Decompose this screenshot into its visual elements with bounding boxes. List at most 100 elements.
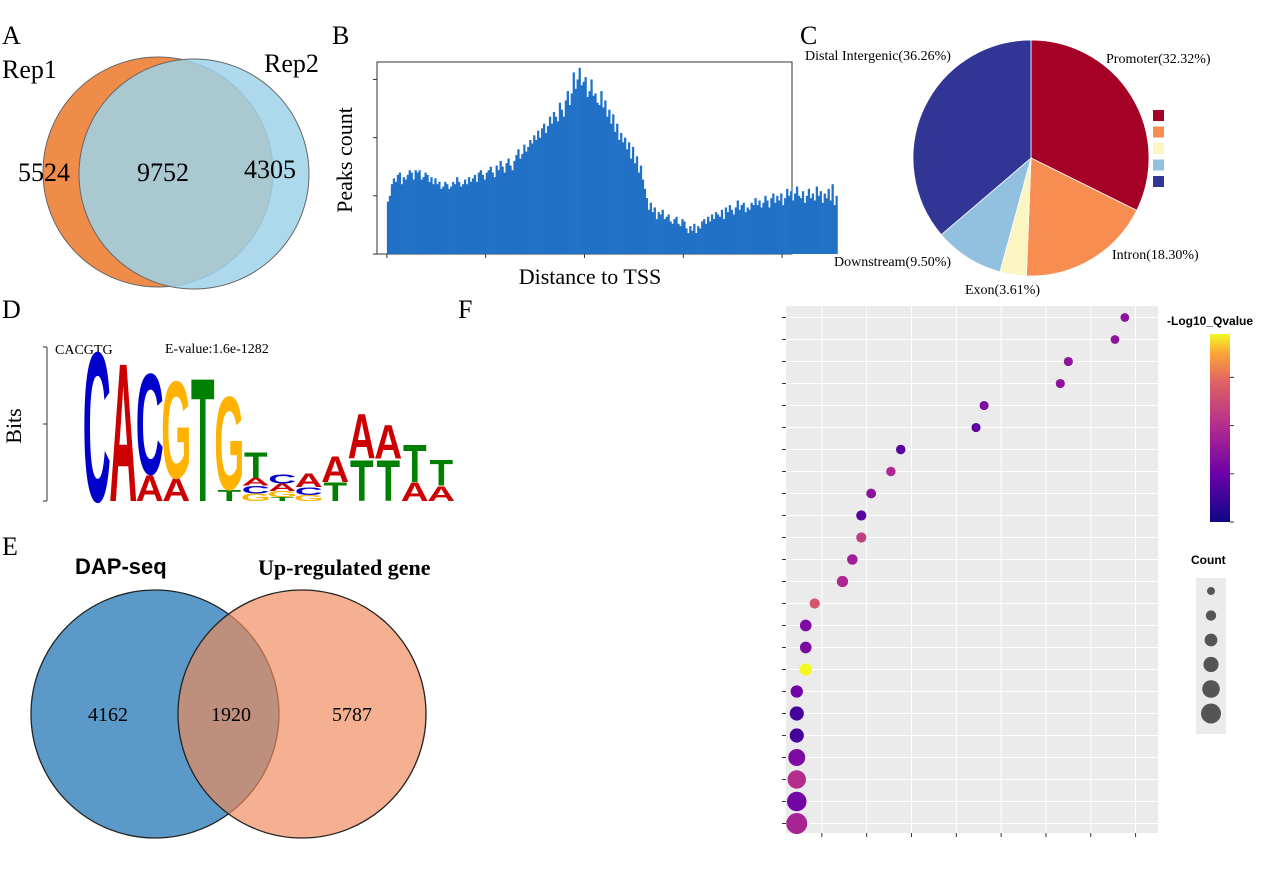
histogram-b-bar xyxy=(728,205,732,254)
histogram-b-bar xyxy=(493,177,496,254)
histogram-b-bar xyxy=(420,179,423,254)
venn-a-left-set-label: Rep1 xyxy=(2,55,57,84)
histogram-b-bar xyxy=(497,170,500,254)
dotplot-f-size-legend-dot xyxy=(1205,610,1217,621)
logo-d-letter-T: T xyxy=(350,448,374,514)
histogram-b-bar xyxy=(418,170,421,254)
logo-d-letter-C: C xyxy=(136,344,164,505)
histogram-b-bar xyxy=(432,184,435,254)
histogram-b-bar xyxy=(825,198,828,254)
histogram-b-bar xyxy=(546,126,550,254)
histogram-b-bar xyxy=(691,230,694,254)
dotplot-f-size-legend-dot xyxy=(1207,587,1215,595)
histogram-b: Distance to TSS Peaks count xyxy=(332,61,838,289)
histogram-b-bar xyxy=(428,181,431,254)
histogram-b-bar xyxy=(584,77,587,254)
histogram-b-bar xyxy=(740,205,743,254)
histogram-b-bar xyxy=(703,219,706,254)
venn-a-both-value: 9752 xyxy=(137,158,189,187)
histogram-b-bar xyxy=(784,198,787,254)
histogram-b-bar xyxy=(643,188,647,254)
venn-e-right-set-label: Up-regulated gene xyxy=(258,555,431,580)
pie-c-label-downstream: Downstream(9.50%) xyxy=(834,255,951,270)
histogram-b-bar xyxy=(651,212,654,254)
histogram-b-bar xyxy=(762,202,765,254)
histogram-b-bar xyxy=(463,179,467,254)
histogram-b-bar xyxy=(813,200,817,254)
histogram-b-bar xyxy=(503,172,506,254)
venn-e-right-value: 5787 xyxy=(332,704,372,726)
histogram-b-bar xyxy=(582,81,585,254)
histogram-b-bar xyxy=(424,172,427,254)
histogram-b-bar xyxy=(748,209,751,254)
histogram-b-bar xyxy=(479,170,483,254)
histogram-b-bar xyxy=(653,207,656,254)
logo-d-letter-T: T xyxy=(244,445,268,486)
histogram-b-xlabel: Distance to TSS xyxy=(519,264,662,289)
logo-d-motif: CACGTG xyxy=(55,343,113,358)
histogram-b-bar xyxy=(799,198,803,254)
histogram-b-bar xyxy=(458,181,461,254)
histogram-b-bar xyxy=(477,172,481,254)
histogram-b-bar xyxy=(517,149,520,254)
histogram-b-bar xyxy=(797,195,801,254)
histogram-b-bar xyxy=(576,79,579,254)
histogram-b-bar xyxy=(742,202,745,254)
histogram-b-bar xyxy=(778,200,781,254)
panel-label-b: B xyxy=(332,21,349,50)
histogram-b-bar xyxy=(440,188,443,254)
dotplot-f-point xyxy=(786,813,808,834)
dotplot-f-point xyxy=(847,554,858,565)
histogram-b-bar xyxy=(537,130,540,254)
histogram-b-bar xyxy=(631,146,635,254)
histogram-b-bar xyxy=(750,202,753,254)
histogram-b-bar xyxy=(604,100,607,255)
histogram-b-bar xyxy=(829,200,832,254)
logo-d-letter-A: A xyxy=(321,449,349,490)
histogram-b-bar xyxy=(774,202,777,254)
histogram-b-bar xyxy=(616,123,619,254)
histogram-b-bar xyxy=(404,179,407,254)
histogram-b-bar xyxy=(695,233,698,254)
histogram-b-bar xyxy=(436,184,439,254)
histogram-b-bar xyxy=(446,184,449,254)
histogram-b-bar xyxy=(710,214,714,254)
histogram-b-bar xyxy=(473,174,477,254)
logo-d-evalue: E-value:1.6e-1282 xyxy=(165,342,269,357)
histogram-b-bar xyxy=(444,181,447,254)
histogram-b-bar xyxy=(624,137,627,254)
histogram-b-bar xyxy=(811,193,815,254)
venn-a-right-set-label: Rep2 xyxy=(264,49,319,78)
dotplot-f-point xyxy=(979,400,989,411)
dotplot-f-grid xyxy=(786,306,1158,833)
dotplot-f-point xyxy=(866,488,877,499)
dotplot-f: -Log10_Qvalue Count xyxy=(782,306,1253,837)
logo-d-letter-A: A xyxy=(268,482,296,494)
logo-d-letter-A: A xyxy=(136,469,164,510)
histogram-b-bar xyxy=(416,172,419,254)
histogram-b-bar xyxy=(535,139,538,254)
histogram-b-bar xyxy=(600,91,603,254)
logo-d-letter-T: T xyxy=(217,487,241,505)
dotplot-f-point xyxy=(1055,378,1065,389)
histogram-b-ylabel: Peaks count xyxy=(332,107,357,213)
histogram-b-bar xyxy=(752,205,755,254)
pie-c-legend-swatch xyxy=(1153,126,1164,138)
histogram-b-bar xyxy=(746,207,749,254)
logo-d-letter-C: C xyxy=(268,472,296,486)
logo-d-letter-T: T xyxy=(323,478,347,508)
histogram-b-bar xyxy=(801,191,805,254)
histogram-b-bar xyxy=(614,131,617,254)
histogram-b-bar xyxy=(475,181,479,254)
histogram-b-bar xyxy=(772,193,775,254)
histogram-b-axes xyxy=(373,78,783,258)
histogram-b-bar xyxy=(697,226,700,254)
dotplot-f-point xyxy=(856,510,867,521)
histogram-b-bar xyxy=(410,172,413,254)
logo-d-axes xyxy=(43,346,48,502)
venn-e-left-set-label: DAP-seq xyxy=(75,554,167,579)
dotplot-f-xticks xyxy=(821,833,1137,837)
dotplot-f-point xyxy=(809,598,820,609)
